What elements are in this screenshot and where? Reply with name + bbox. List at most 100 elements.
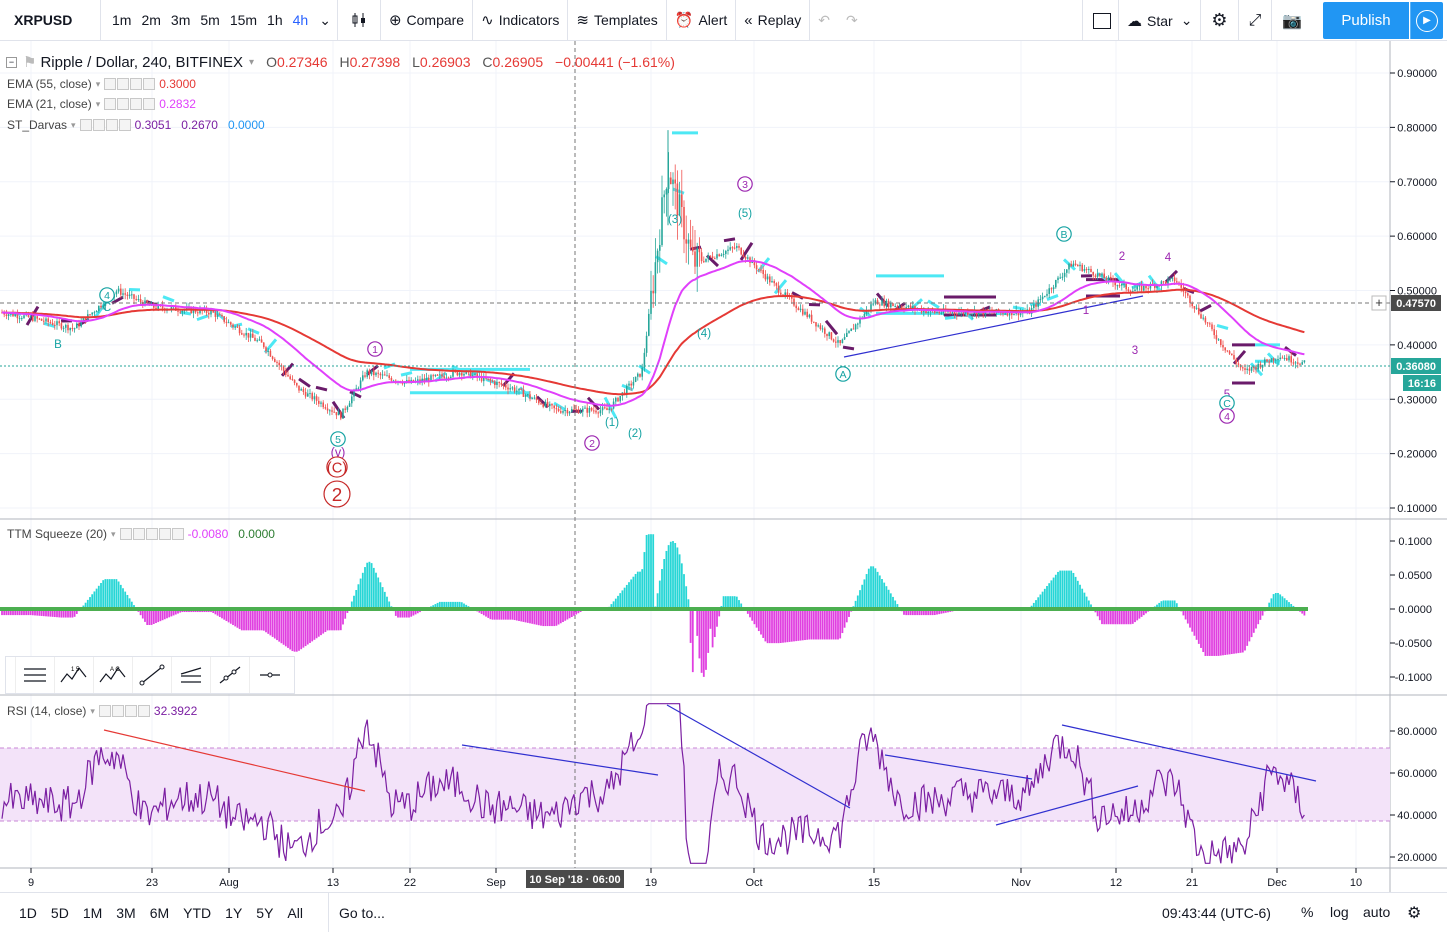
rsi-trend-line-4[interactable] [995,785,1139,826]
time-axis[interactable]: 9 23 Aug 13 22 Sep 19 Oct 15 Nov 12 21 Dec 10 [28,868,1362,889]
range-3m[interactable]: 3M [116,904,136,921]
price-tick-label: 0.70000 [1397,177,1437,189]
compare-button[interactable]: ⊕ Compare [381,0,472,41]
rsi-trend-line-2[interactable] [666,704,851,809]
price-axis[interactable]: 0.90000 0.80000 0.70000 0.60000 0.50000 0.400… [1390,68,1437,515]
ttm-legend[interactable]: TTM Squeeze (20) ▾ -0.0080 0.0000 [7,527,275,541]
candle-body [73,328,76,330]
darvas-segment [1199,304,1212,313]
interval-15m[interactable]: 15m [229,12,258,28]
fib-tool[interactable] [16,657,55,693]
auto-scale-button[interactable]: auto [1363,904,1391,920]
wave-ac-tool[interactable]: A C [94,657,133,693]
fib-icon [24,668,46,682]
interval-dropdown[interactable]: ⌄ [313,0,337,41]
snapshot-button[interactable]: 📷 [1272,0,1312,41]
gear-icon[interactable]: ⚙ [1407,905,1422,922]
svg-text:0.36080: 0.36080 [1396,361,1436,373]
range-1d[interactable]: 1D [19,904,37,921]
layout-button[interactable] [1083,0,1118,41]
redo-button[interactable]: ↷ [838,0,866,41]
candle-body [311,393,313,400]
play-button[interactable]: ▶ [1410,2,1443,39]
rsi-trend-line-5[interactable] [1061,724,1317,782]
rsi-trend-line-3[interactable] [884,754,1033,780]
interval-5m[interactable]: 5m [200,12,220,28]
wave-15-tool[interactable]: 1 5 [55,657,94,693]
trend-line-uptrend[interactable] [843,295,1144,358]
replay-button[interactable]: «Replay [736,0,809,41]
range-ytd[interactable]: YTD [183,904,212,921]
darvas-segment [43,321,56,329]
plus-icon[interactable] [1371,295,1387,311]
range-5d[interactable]: 5D [50,904,69,921]
rsi-axis[interactable]: 80.0000 60.0000 40.0000 20.0000 [1390,726,1437,864]
candle-body [344,408,346,410]
symbol-title[interactable]: Ripple / Dollar, 240, BITFINEX [40,53,244,71]
interval-3m[interactable]: 3m [170,12,191,28]
ttm-histogram [1,534,1306,677]
range-all[interactable]: All [287,904,303,921]
log-scale-button[interactable]: log [1330,904,1349,920]
trend-line-tool[interactable] [133,657,172,693]
candle-body [274,358,276,362]
collapse-icon[interactable]: − [6,56,17,68]
indicators-button[interactable]: ∿ Indicators [473,0,567,41]
undo-button[interactable]: ↶ [810,0,838,41]
percent-scale-button[interactable]: % [1301,904,1314,920]
ema21-legend[interactable]: EMA (21, close) ▾ 0.2832 [7,97,196,111]
drag-handle[interactable] [6,657,16,693]
rsi-legend[interactable]: RSI (14, close) ▾ 32.3922 [7,704,198,718]
ray-tool[interactable] [211,657,250,693]
study-controls[interactable] [104,98,156,110]
candle-body [1063,272,1066,277]
clock-timezone[interactable]: 09:43:44 (UTC-6) [1162,905,1271,921]
candle-body [784,292,786,296]
goto-button[interactable]: Go to... [327,892,395,932]
ttm-axis[interactable]: 0.1000 0.0500 0.0000 -0.0500 -0.1000 [1390,536,1432,684]
candle-body [456,371,459,376]
chart-type-button[interactable] [338,0,380,41]
range-6m[interactable]: 6M [149,904,170,921]
range-1m[interactable]: 1M [82,904,103,921]
range-5y[interactable]: 5Y [256,904,274,921]
candle-body [29,315,32,317]
symbol-search[interactable]: XRPUSD [0,0,100,41]
interval-1h[interactable]: 1h [267,12,283,28]
interval-2m[interactable]: 2m [141,12,161,28]
study-controls[interactable] [119,528,184,540]
candle-body [500,382,503,385]
publish-button[interactable]: Publish [1323,2,1409,39]
interval-4h[interactable]: 4h [292,12,309,28]
candle-body [1198,307,1200,315]
interval-1m[interactable]: 1m [112,12,132,28]
star-button[interactable]: ☁ Star ⌄ [1119,0,1200,41]
fullscreen-button[interactable]: ⤢ [1239,0,1272,41]
candle-body [560,411,562,413]
candle-body [529,394,531,399]
pitchfork-tool[interactable] [172,657,211,693]
candle-body [1301,362,1303,365]
rsi-trend-line-1[interactable] [461,744,659,776]
study-controls[interactable] [79,119,131,131]
templates-button[interactable]: ≋ Templates [568,0,665,41]
settings-button[interactable]: ⚙ [1201,0,1237,41]
study-controls[interactable] [98,705,150,717]
range-1y[interactable]: 1Y [225,904,243,921]
candle-body [733,247,736,249]
candle-body [546,401,549,407]
candle-body [304,391,307,397]
alert-button[interactable]: ⏰ Alert [667,0,735,41]
study-controls[interactable] [104,78,156,90]
candle-body [742,254,745,257]
price-tick-label: 0.20000 [1397,449,1437,461]
horizontal-line-tool[interactable] [250,657,289,693]
darvas-legend[interactable]: ST_Darvas ▾ 0.3051 0.2670 0.0000 [7,118,265,132]
candle-body [1068,263,1070,270]
chevron-down-icon[interactable]: ▾ [249,56,255,68]
interval-buttons: 1m 2m 3m 5m 15m 1h 4h ⌄ [101,0,337,41]
rsi-trend-line-red[interactable] [103,729,366,792]
ema55-legend[interactable]: EMA (55, close) ▾ 0.3000 [7,77,196,91]
